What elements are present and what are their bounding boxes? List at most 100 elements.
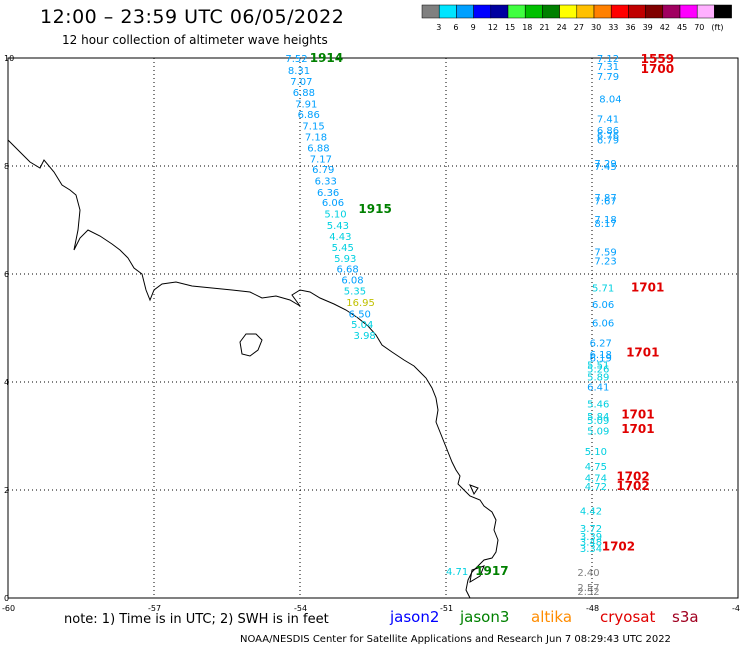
wave-height-value: 6.86	[298, 110, 320, 121]
wave-height-value: 3.98	[354, 331, 376, 342]
y-tick-label: 10	[4, 54, 14, 63]
wave-height-value: 4.43	[329, 232, 351, 243]
wave-height-value: 5.04	[351, 320, 373, 331]
colorbar-swatch	[473, 4, 492, 19]
lat-lon-grid	[8, 58, 738, 598]
wave-height-value: 7.52	[285, 54, 307, 65]
wave-height-value: 7.23	[594, 257, 616, 268]
wave-height-value: 4.42	[580, 507, 602, 518]
colorbar-swatch	[610, 4, 629, 19]
colorbar-swatch	[421, 4, 440, 19]
pass-time-label: 1701	[621, 407, 654, 421]
pass-time-label: 1917	[475, 564, 508, 578]
wave-height-value: 5.84	[587, 412, 609, 423]
colorbar-label: 24	[557, 23, 567, 32]
wave-height-value: 6.76	[597, 131, 619, 142]
altimeter-tracks: 7.528.317.076.887.916.867.157.186.887.17…	[285, 51, 674, 598]
wave-height-value: 7.67	[594, 197, 616, 208]
legend-jason2: jason2	[390, 608, 440, 626]
colorbar-label: 70	[694, 23, 704, 32]
coastline-path	[7, 139, 499, 599]
colorbar-label: 12	[488, 23, 498, 32]
colorbar-label: 3	[436, 23, 441, 32]
pass-time-label: 1914	[310, 51, 343, 65]
wave-height-value: 3.72	[580, 524, 602, 535]
wave-height-value: 2.52	[577, 587, 599, 598]
colorbar-swatch	[593, 4, 612, 19]
wave-height-value: 4.71	[446, 567, 468, 578]
wave-height-value: 5.43	[327, 221, 349, 232]
colorbar-swatch	[662, 4, 681, 19]
wave-height-value: 7.17	[310, 154, 332, 165]
wave-height-value: 5.46	[587, 400, 609, 411]
wave-height-value: 3.48	[580, 537, 602, 548]
wave-height-value: 6.06	[322, 198, 344, 209]
wave-height-value: 5.10	[324, 210, 346, 221]
colorbar-swatch	[542, 4, 560, 19]
x-tick-label: -54	[294, 604, 307, 613]
wave-height-value: 7.15	[302, 122, 324, 133]
wave-height-value: 6.79	[597, 136, 619, 147]
colorbar-swatch	[507, 4, 526, 19]
wave-height-value: 7.31	[597, 62, 619, 73]
credit-line: NOAA/NESDIS Center for Satellite Applica…	[240, 634, 671, 645]
wave-height-value: 7.12	[597, 54, 619, 65]
colorbar-swatch	[714, 4, 732, 19]
wave-height-value: 5.51	[587, 361, 609, 372]
legend-jason3: jason3	[460, 608, 510, 626]
x-tick-label: -57	[148, 604, 161, 613]
colorbar-label: 18	[522, 23, 532, 32]
colorbar-label: 30	[591, 23, 601, 32]
axis-tick-labels: -60 -57 -54 -51 -48 -45 10 8 6 4 2 0	[2, 54, 740, 613]
colorbar-label: 39	[643, 23, 653, 32]
x-tick-label: -48	[586, 604, 599, 613]
wave-height-value: 7.91	[295, 99, 317, 110]
wave-height-value: 8.04	[599, 95, 621, 106]
wave-height-value: 6.06	[592, 300, 614, 311]
colorbar-label: 45	[677, 23, 687, 32]
wave-height-value: 5.10	[585, 447, 607, 458]
wave-height-value: 3.39	[580, 532, 602, 543]
wave-height-value: 3.34	[580, 544, 602, 555]
colorbar-swatch	[628, 4, 646, 19]
map-subtitle: 12 hour collection of altimeter wave hei…	[62, 33, 328, 47]
pass-time-label: 1701	[631, 281, 664, 295]
coastline	[7, 139, 499, 599]
pass-time-label: 1701	[621, 422, 654, 436]
wave-height-value: 6.79	[312, 165, 334, 176]
wave-height-value: 5.26	[587, 365, 609, 376]
wave-height-value: 5.89	[587, 373, 609, 384]
x-tick-label: -51	[440, 604, 453, 613]
pass-time-label: 1702	[616, 470, 649, 484]
colorbar-label: 9	[471, 23, 476, 32]
wave-height-value: 7.18	[305, 132, 327, 143]
wave-height-value: 6.33	[315, 177, 337, 188]
wave-height-value: 7.45	[594, 162, 616, 173]
units-note: note: 1) Time is in UTC; 2) SWH is in fe…	[64, 612, 329, 627]
colorbar-label: 6	[453, 23, 458, 32]
wave-height-value: 7.07	[290, 77, 312, 88]
pass-time-label: 1559	[641, 52, 674, 66]
pass-time-label: 1702	[602, 540, 635, 554]
wave-height-value: 6.27	[590, 339, 612, 350]
wave-height-value: 7.59	[594, 247, 616, 258]
y-tick-label: 6	[4, 270, 9, 279]
colorbar-swatch	[438, 4, 457, 19]
wave-height-value: 5.35	[344, 287, 366, 298]
y-tick-label: 0	[4, 594, 9, 603]
colorbar-label: 15	[505, 23, 515, 32]
wave-height-value: 4.75	[585, 462, 607, 473]
colorbar-swatch	[456, 4, 474, 19]
wave-height-value: 5.71	[592, 284, 614, 295]
wave-height-value: 16.95	[346, 298, 375, 309]
wave-height-value: 7.41	[597, 114, 619, 125]
wave-height-value: 7.18	[594, 215, 616, 226]
wave-height-value: 6.86	[597, 126, 619, 137]
wave-height-value: 5.09	[587, 427, 609, 438]
wave-height-value: 8.17	[594, 219, 616, 230]
wave-height-value: 5.93	[334, 254, 356, 265]
wave-height-value: 6.88	[293, 88, 315, 99]
wave-height-value: 6.36	[317, 188, 339, 199]
wave-height-value: 2.57	[577, 583, 599, 594]
